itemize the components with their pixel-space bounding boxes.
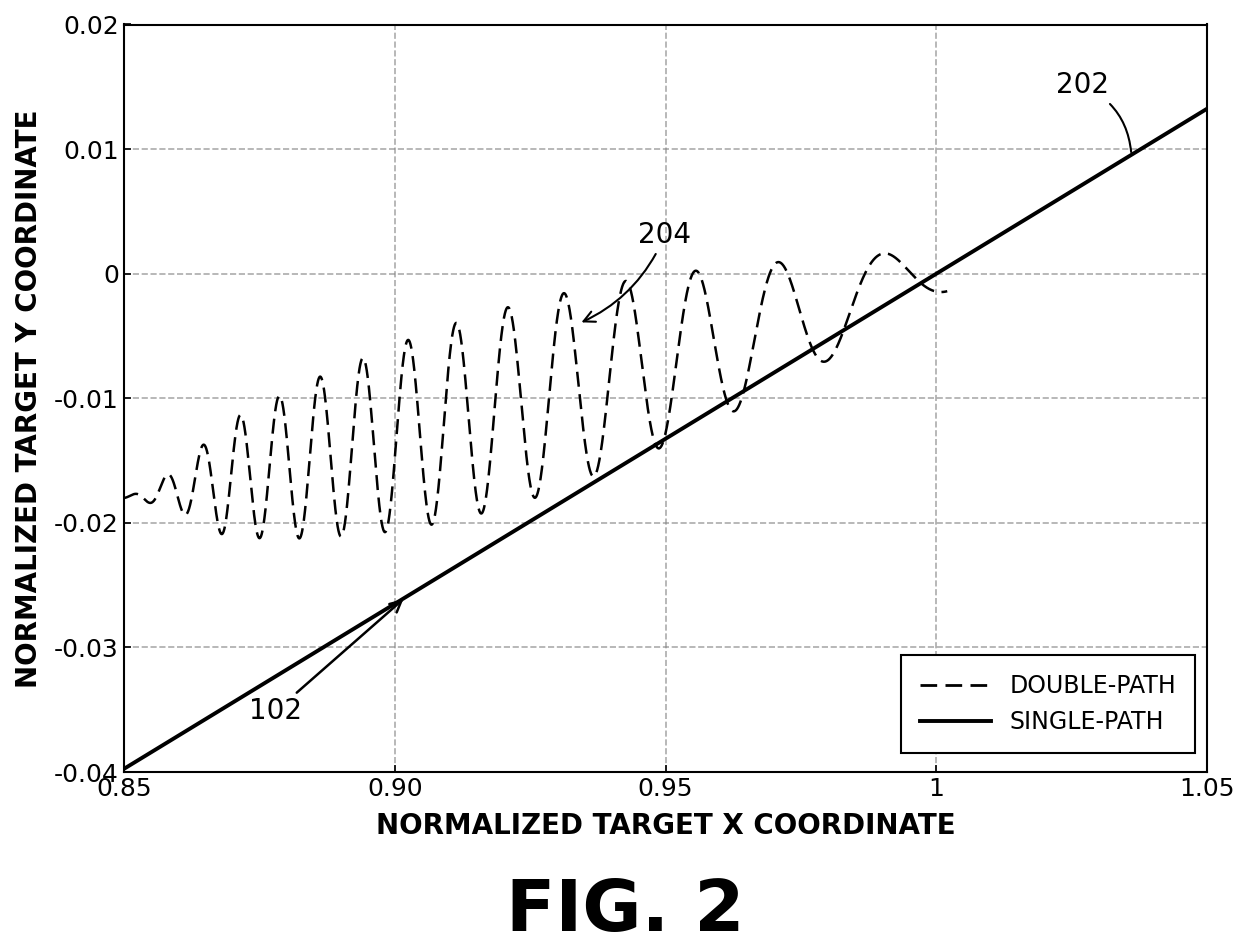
Legend: DOUBLE-PATH, SINGLE-PATH: DOUBLE-PATH, SINGLE-PATH bbox=[901, 656, 1195, 752]
Text: 204: 204 bbox=[584, 220, 691, 322]
X-axis label: NORMALIZED TARGET X COORDINATE: NORMALIZED TARGET X COORDINATE bbox=[376, 812, 955, 840]
Y-axis label: NORMALIZED TARGET Y COORDINATE: NORMALIZED TARGET Y COORDINATE bbox=[15, 109, 42, 688]
Text: 102: 102 bbox=[249, 601, 401, 725]
Text: FIG. 2: FIG. 2 bbox=[506, 878, 744, 946]
Text: 202: 202 bbox=[1055, 71, 1131, 152]
